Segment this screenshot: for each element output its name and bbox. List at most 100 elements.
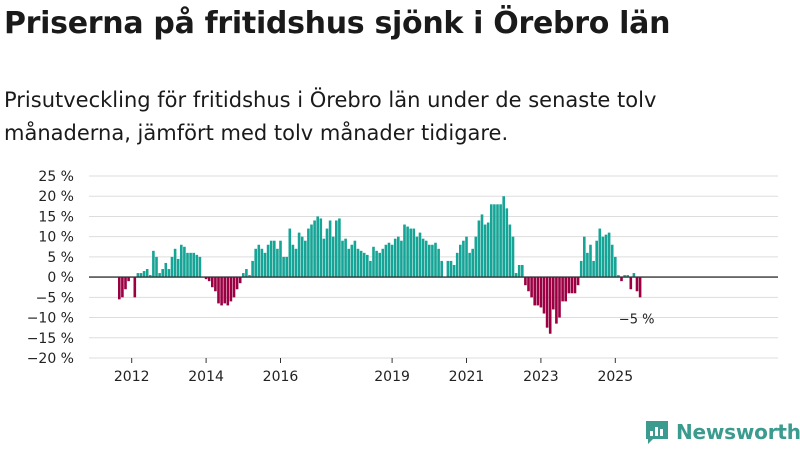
- bar: [552, 277, 555, 310]
- bar: [161, 269, 164, 278]
- bar: [412, 228, 416, 278]
- bar: [347, 248, 350, 278]
- bar: [415, 236, 419, 278]
- bar: [313, 220, 316, 278]
- bar: [620, 277, 623, 282]
- bar: [477, 220, 481, 278]
- bar: [362, 252, 366, 278]
- bar: [589, 244, 592, 278]
- bar: [217, 277, 220, 304]
- y-tick-label: 25 %: [38, 169, 74, 185]
- bar: [434, 242, 437, 278]
- bar: [561, 277, 564, 302]
- bar: [307, 228, 310, 278]
- bar: [452, 264, 456, 278]
- bar: [536, 277, 540, 306]
- bar: [390, 244, 394, 278]
- bar: [406, 226, 409, 278]
- bar: [462, 240, 465, 278]
- last-value-annotation: −5 %: [619, 312, 655, 327]
- bar: [229, 277, 233, 302]
- bar: [635, 277, 639, 292]
- bar: [207, 277, 211, 282]
- bar: [183, 246, 186, 278]
- bar: [242, 273, 245, 278]
- bar: [189, 252, 192, 278]
- bar: [204, 277, 208, 280]
- bar: [300, 236, 304, 278]
- bar: [276, 248, 279, 278]
- bar: [273, 240, 276, 278]
- bar: [294, 248, 298, 278]
- bar: [198, 256, 202, 278]
- bar: [260, 248, 264, 278]
- bar: [341, 240, 344, 278]
- bar: [387, 242, 391, 278]
- bar: [356, 248, 360, 278]
- bar: [251, 260, 254, 278]
- bar: [521, 264, 524, 278]
- bar: [145, 269, 149, 278]
- bar: [570, 277, 574, 294]
- bar: [266, 244, 270, 278]
- bar: [214, 277, 217, 292]
- bar: [542, 277, 546, 314]
- bar: [164, 262, 168, 278]
- bar: [393, 238, 397, 278]
- bar: [592, 260, 595, 278]
- x-tick-label: 2025: [597, 369, 633, 385]
- bar: [167, 269, 171, 278]
- bar: [158, 273, 161, 278]
- bar: [617, 275, 620, 278]
- bar: [614, 256, 617, 278]
- bar: [446, 260, 450, 278]
- bar: [490, 204, 493, 278]
- bar: [344, 238, 347, 278]
- bar: [176, 258, 180, 278]
- bar: [586, 252, 589, 278]
- x-tick-label: 2016: [263, 369, 299, 385]
- bar: [471, 248, 474, 278]
- bar: [291, 244, 295, 278]
- bar: [279, 240, 282, 278]
- bar: [579, 260, 583, 278]
- bar: [238, 277, 242, 284]
- bar: [598, 228, 602, 278]
- bar: [511, 236, 515, 278]
- bar: [152, 250, 155, 278]
- bar: [192, 252, 195, 278]
- bar: [139, 273, 143, 278]
- x-tick-label: 2023: [523, 369, 559, 385]
- bar: [418, 232, 422, 278]
- bar: [121, 277, 124, 298]
- bar: [545, 277, 549, 328]
- bar: [499, 204, 502, 278]
- bar: [359, 250, 363, 278]
- bar: [257, 244, 261, 278]
- bar: [607, 232, 611, 278]
- bar: [459, 244, 462, 278]
- bar: [623, 275, 626, 278]
- bar: [263, 252, 267, 278]
- bar: [583, 236, 586, 278]
- bar: [449, 260, 453, 278]
- bar: [316, 216, 319, 278]
- x-tick-label: 2021: [449, 369, 485, 385]
- bar: [133, 277, 137, 298]
- chart-subtitle: Prisutveckling för fritidshus i Örebro l…: [4, 88, 657, 145]
- bar: [142, 271, 146, 278]
- newsworthy-logo: Newsworthy: [644, 419, 800, 445]
- y-tick-label: −10 %: [27, 311, 74, 327]
- bar: [626, 275, 629, 278]
- bar: [610, 244, 614, 278]
- bar: [310, 224, 313, 278]
- bar: [245, 269, 248, 278]
- bar: [483, 224, 487, 278]
- bar: [409, 228, 412, 278]
- bar: [195, 254, 199, 278]
- bar: [400, 240, 403, 278]
- y-tick-label: −5 %: [36, 290, 74, 306]
- bar: [304, 240, 307, 278]
- bar: [170, 256, 174, 278]
- bar: [632, 273, 636, 278]
